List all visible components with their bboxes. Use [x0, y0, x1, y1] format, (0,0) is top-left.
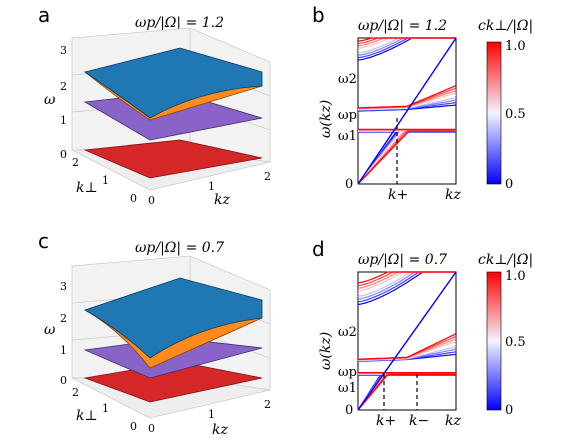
curve-b-branch3-kperp7 [357, 130, 456, 185]
panel-c-title: ωp/|Ω| = 0.7 [135, 240, 224, 256]
colorbar-bottom-title: ck⊥/|Ω| [478, 252, 533, 268]
c-kz-label: kz [212, 422, 228, 438]
c-kz-tick-2: 2 [264, 398, 271, 411]
a-ztick-0: 0 [60, 148, 67, 161]
c-ztick-0: 0 [60, 374, 67, 387]
b-ytick-omegap: ωp [338, 108, 357, 123]
d-ytick-omega2: ω2 [338, 325, 357, 340]
c-kperp-label: k⊥ [76, 408, 98, 424]
c-kperp-tick-2: 2 [72, 386, 79, 399]
colorbar-top-tick-0: 0 [505, 177, 513, 192]
d-xtick-kminus: k− [409, 413, 429, 429]
b-xlabel: kz [445, 187, 461, 203]
a-ztick-1: 1 [60, 114, 67, 127]
b-ytick-0: 0 [345, 177, 353, 192]
a-kperp-label: k⊥ [76, 180, 98, 196]
dispersion-curves-d [357, 271, 457, 411]
a-kperp-tick-0: 0 [130, 192, 137, 205]
colorbar-bottom-tick-0: 0 [505, 403, 513, 418]
a-kz-label: kz [214, 192, 230, 208]
d-ytick-0: 0 [345, 403, 353, 418]
colorbar-bottom: ck⊥/|Ω| 1.0 0.5 0 [478, 252, 533, 418]
surface-blue-c [84, 277, 263, 359]
a-kperp-tick-1: 1 [102, 174, 109, 187]
panel-a: a ωp/|Ω| = 1.2 3 2 1 0 ω 0 1 2 kz 0 1 2 … [38, 3, 271, 208]
c-ztick-1: 1 [60, 344, 67, 357]
dispersion-curves-b [357, 37, 457, 185]
curve-b-branch1-kperp8 [357, 85, 457, 109]
colorbar-bottom-tick-1: 1.0 [505, 269, 526, 284]
d-ylabel: ω(kz) [318, 332, 334, 370]
a-ztick-2: 2 [60, 80, 67, 93]
curve-b-branch3-kperp4 [357, 130, 456, 185]
c-kz-tick-0: 0 [148, 422, 155, 435]
d-xlabel: kz [445, 413, 461, 429]
a-kz-tick-1: 1 [208, 180, 215, 193]
light-line-b [357, 37, 457, 185]
c-kperp-tick-0: 0 [130, 420, 137, 433]
panel-b: b ωp/|Ω| = 1.2 ω2 ωp ω1 0 ω(kz) k+ kz [312, 3, 461, 203]
colorbar-bottom-tick-05: 0.5 [505, 335, 526, 350]
panel-letter-d: d [312, 237, 325, 261]
light-line-d [357, 271, 457, 411]
c-ztick-2: 2 [60, 312, 67, 325]
c-ztick-3: 3 [60, 280, 67, 293]
panel-a-title: ωp/|Ω| = 1.2 [135, 15, 224, 31]
curve-d-branch0-kperp8 [357, 271, 456, 284]
colorbar-top-tick-05: 0.5 [505, 107, 526, 122]
curve-d-branch0-kperp2 [357, 271, 456, 300]
panel-d-title: ωp/|Ω| = 0.7 [358, 252, 447, 268]
a-kz-tick-0: 0 [148, 194, 155, 207]
b-ytick-omega2: ω2 [338, 72, 357, 87]
surface-red-a [83, 139, 263, 179]
a-kz-tick-2: 2 [264, 170, 271, 183]
curve-b-branch3-kperp0 [357, 130, 456, 185]
panel-letter-c: c [38, 229, 49, 253]
panel-letter-a: a [38, 3, 50, 27]
curve-b-branch3-kperp5 [357, 130, 456, 185]
colorbar-top: ck⊥/|Ω| 1.0 0.5 0 [478, 18, 533, 192]
colorbar-top-title: ck⊥/|Ω| [478, 18, 533, 34]
panel-letter-b: b [312, 3, 325, 27]
curve-b-branch3-kperp3 [357, 130, 456, 185]
surface-blue-a [84, 47, 263, 119]
panel-d: d ωp/|Ω| = 0.7 ω2 ωp ω1 0 ω(kz) k+ k− kz [312, 237, 461, 429]
colorbar-top-tick-1: 1.0 [505, 39, 526, 54]
curve-b-branch3-kperp8 [357, 130, 456, 185]
curve-d-branch1-kperp8 [357, 333, 457, 360]
panel-c: c ωp/|Ω| = 0.7 3 2 1 0 ω 0 1 2 kz 0 1 2 … [38, 229, 271, 438]
curve-b-branch3-kperp2 [357, 130, 456, 185]
a-z-label: ω [44, 92, 56, 108]
c-z-label: ω [44, 322, 56, 338]
panel-b-title: ωp/|Ω| = 1.2 [358, 18, 447, 34]
c-kperp-tick-1: 1 [102, 402, 109, 415]
b-ylabel: ω(kz) [318, 100, 334, 138]
curve-d-branch3-kperp8 [357, 373, 456, 411]
c-kz-tick-1: 1 [208, 408, 215, 421]
b-ytick-omega1: ω1 [338, 129, 357, 144]
d-xtick-kplus: k+ [376, 413, 396, 429]
a-ztick-3: 3 [60, 44, 67, 57]
d-ytick-omegap: ωp [338, 365, 357, 380]
curve-b-branch3-kperp1 [357, 130, 456, 185]
b-xtick-kplus: k+ [388, 187, 408, 203]
curve-b-branch0-kperp8 [357, 37, 456, 42]
curve-b-branch3-kperp6 [357, 130, 456, 185]
d-ytick-omega1: ω1 [338, 381, 357, 396]
curve-b-branch1-kperp7 [358, 87, 457, 109]
a-kperp-tick-2: 2 [72, 156, 79, 169]
